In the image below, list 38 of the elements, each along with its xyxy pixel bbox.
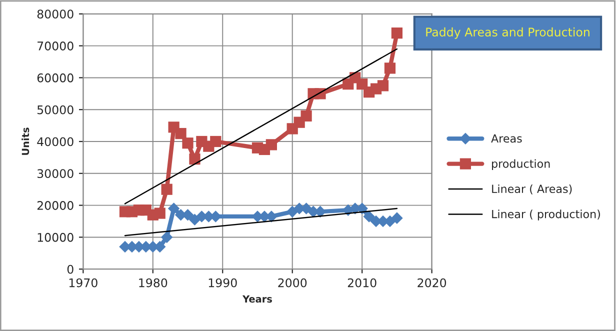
x-tick-label: 1990 bbox=[208, 278, 237, 288]
text: Paddy Areas and Production bbox=[426, 27, 590, 39]
point bbox=[391, 27, 403, 39]
point bbox=[168, 202, 180, 214]
point bbox=[363, 210, 375, 222]
point bbox=[189, 153, 200, 165]
y-tick-label: 80000 bbox=[37, 10, 74, 19]
x-tick-label: 1970 bbox=[69, 278, 98, 288]
y-tick-label: 30000 bbox=[37, 169, 74, 178]
y-tick-label: 50000 bbox=[37, 105, 74, 114]
x-tick-label: 2000 bbox=[278, 278, 307, 288]
point bbox=[266, 139, 277, 150]
point bbox=[188, 214, 201, 226]
point bbox=[210, 136, 222, 148]
x-tick-label: 2010 bbox=[348, 278, 376, 288]
y-tick-label: 70000 bbox=[38, 42, 74, 50]
y-tick-label: 40000 bbox=[37, 137, 74, 146]
y-tick-label: 10000 bbox=[38, 232, 74, 242]
y-tick-label: 20000 bbox=[37, 201, 74, 210]
legend-label: Linear ( production) bbox=[492, 210, 600, 220]
legend-label: production bbox=[492, 159, 550, 170]
point bbox=[182, 138, 194, 149]
y-axis-title: Units bbox=[22, 128, 30, 155]
point bbox=[160, 231, 173, 244]
point bbox=[377, 80, 389, 92]
x-tick-label: 1980 bbox=[139, 278, 168, 288]
x-tick-label: 2020 bbox=[418, 278, 446, 288]
point bbox=[391, 212, 403, 224]
y-tick-label: 0 bbox=[67, 264, 74, 274]
point bbox=[154, 208, 166, 219]
point bbox=[384, 62, 396, 74]
point bbox=[161, 184, 172, 195]
legend-label: Areas bbox=[491, 134, 522, 143]
point bbox=[300, 110, 312, 122]
point bbox=[175, 128, 186, 140]
x-axis-title: Years bbox=[242, 295, 272, 303]
legend-label: Linear ( Areas) bbox=[492, 184, 572, 194]
y-tick-label: 60000 bbox=[37, 73, 74, 82]
